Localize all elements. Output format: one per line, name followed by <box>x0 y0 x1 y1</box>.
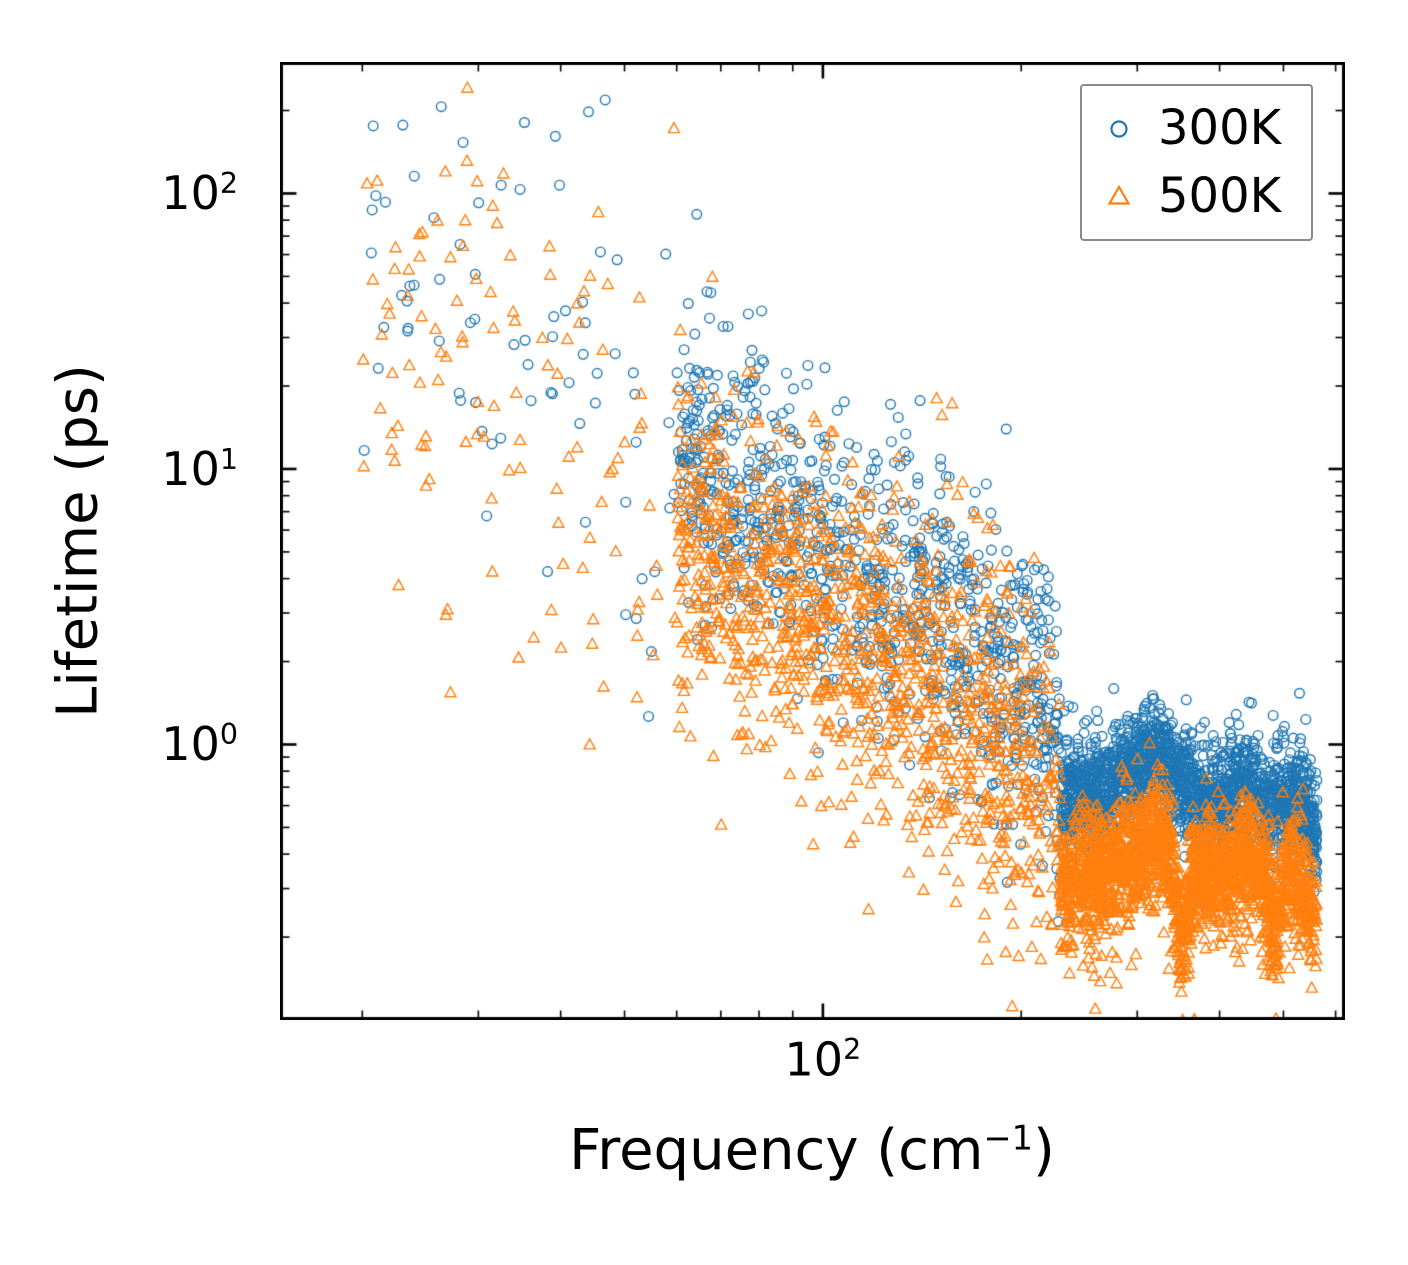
legend: 300K 500K <box>1080 84 1314 242</box>
x-axis-label-text: Frequency (cm <box>569 1118 984 1183</box>
y-tick-label: 102 <box>161 166 238 221</box>
legend-marker-circle-icon <box>1110 120 1128 138</box>
x-tick-label: 102 <box>784 1032 862 1087</box>
x-axis-label-superscript: −1 <box>983 1118 1033 1158</box>
legend-entry: 300K <box>1104 100 1281 158</box>
y-axis-label: Lifetime (ps) <box>45 364 111 718</box>
x-axis-label-close: ) <box>1032 1118 1055 1183</box>
legend-entry-label: 300K <box>1158 100 1282 156</box>
x-axis-label: Frequency (cm−1) <box>569 1118 1055 1183</box>
legend-entry-label: 500K <box>1158 167 1282 224</box>
y-tick-label: 101 <box>161 442 238 497</box>
y-tick-label: 100 <box>161 717 238 772</box>
legend-entry: 500K <box>1104 168 1281 226</box>
legend-marker-triangle-icon <box>1107 185 1131 205</box>
